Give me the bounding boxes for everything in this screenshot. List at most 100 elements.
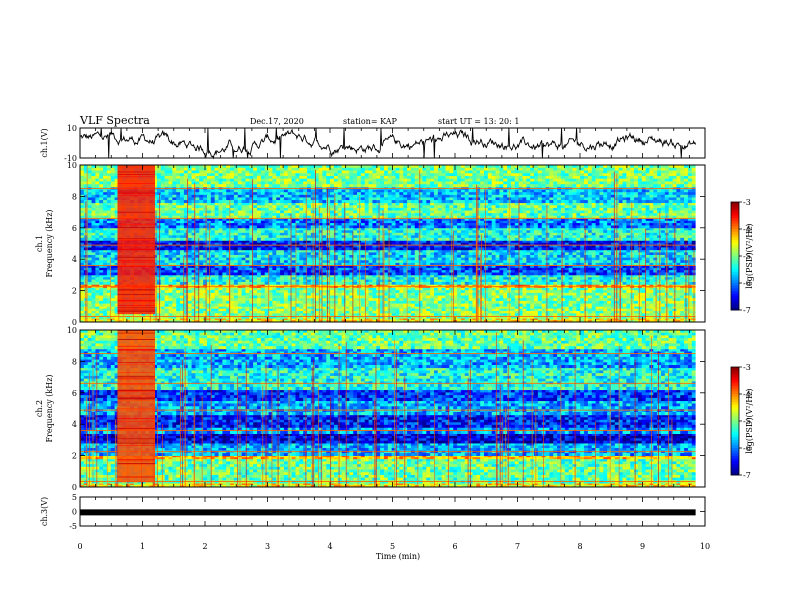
spectrogram-cell	[422, 249, 427, 253]
spectrogram-cell	[422, 313, 427, 317]
spectrogram-cell	[253, 255, 258, 259]
spectrogram-cell	[410, 315, 416, 319]
spectrogram-cell	[380, 303, 385, 307]
spectrogram-cell	[610, 315, 616, 319]
spectrogram-cell	[453, 290, 458, 294]
spectrogram-cell	[676, 290, 681, 294]
spectrogram-cell	[222, 255, 227, 259]
spectrogram-cell	[199, 255, 204, 259]
spectrogram-cell	[268, 313, 273, 317]
spectrogram-cell	[95, 290, 100, 294]
spectrogram-cell	[603, 279, 608, 283]
spectrogram-cell	[314, 303, 319, 307]
spectrogram-cell	[403, 308, 408, 312]
spectrogram-cell	[657, 298, 662, 302]
spectrogram-cell	[441, 287, 446, 291]
spectrogram-cell	[568, 287, 573, 291]
spectrogram-cell	[314, 290, 319, 294]
spectrogram-cell	[218, 315, 223, 319]
spectrogram-cell	[564, 308, 570, 312]
spectrogram-cell	[491, 292, 496, 296]
spectrogram-cell	[399, 315, 404, 319]
spectrogram-cell	[622, 257, 627, 261]
spectrogram-cell	[418, 274, 423, 278]
spectrogram-cell	[218, 298, 223, 302]
spectrogram-cell	[433, 320, 439, 323]
spectrogram-cell	[280, 240, 285, 244]
spectrogram-cell	[280, 249, 285, 253]
spectrogram-cell	[472, 295, 477, 299]
spectrogram-cell	[237, 311, 242, 314]
spectrogram-cell	[203, 281, 208, 285]
spectrogram-cell	[303, 300, 308, 305]
spectrogram-cell	[553, 295, 558, 299]
spectrogram-cell	[441, 292, 446, 296]
spectrogram-cell	[303, 277, 308, 281]
spectrogram-cell	[622, 300, 627, 305]
spectrogram-cell	[164, 315, 169, 319]
spectrogram-cell	[680, 298, 685, 302]
spectrogram-cell	[607, 311, 612, 314]
spectrogram-cell	[668, 295, 673, 299]
spectrogram-cell	[645, 306, 650, 310]
spectrogram-cell	[572, 290, 577, 294]
spectrogram-cell	[541, 315, 546, 319]
spectrogram-cell	[383, 287, 389, 291]
spectrogram-cell	[622, 295, 627, 299]
spectrogram-cell	[253, 249, 258, 253]
spectrogram-cell	[345, 290, 350, 294]
spectrogram-cell	[360, 274, 366, 278]
spectrogram-cell	[630, 249, 635, 253]
spectrogram-cell	[168, 279, 173, 283]
spectrogram-cell	[383, 255, 389, 259]
spectrogram-cell	[530, 281, 535, 285]
spectrogram-cell	[153, 318, 158, 321]
spectrogram-cell	[322, 320, 327, 323]
spectrogram-cell	[199, 313, 204, 317]
spectrogram-cell	[226, 311, 231, 314]
spectrogram-cell	[387, 313, 393, 317]
spectrogram-cell	[291, 318, 296, 321]
spectrogram-cell	[514, 306, 520, 310]
spectrogram-cell	[468, 277, 473, 281]
spectrogram-cell	[472, 313, 477, 317]
spectrogram-cell	[180, 240, 185, 244]
spectrogram-cell	[168, 318, 173, 321]
spectrogram-cell	[303, 287, 308, 291]
spectrogram-cell	[634, 318, 639, 321]
spectrogram-cell	[214, 279, 219, 283]
spectrogram-cell	[245, 318, 250, 321]
spectrogram-cell	[433, 249, 439, 253]
spectrogram-cell	[345, 267, 350, 271]
spectrogram-cell	[580, 249, 585, 253]
spectrogram-cell	[287, 318, 293, 321]
spectrogram-cell	[241, 284, 246, 287]
spectrogram-cell	[653, 287, 658, 291]
spectrogram-cell	[237, 281, 242, 285]
spectrogram-cell	[206, 315, 212, 319]
spectrogram-cell	[557, 287, 562, 291]
spectrogram-cell	[268, 303, 273, 307]
spectrogram-cell	[557, 320, 562, 323]
spectrogram-cell	[160, 255, 166, 259]
spectrogram-cell	[103, 249, 108, 253]
spectrogram-cell	[233, 274, 239, 278]
spectrogram-cell	[503, 260, 508, 264]
spectrogram-cell	[464, 249, 470, 253]
spectrogram-cell	[333, 311, 339, 314]
spectrogram-cell	[245, 300, 250, 305]
spectrogram-cell	[210, 313, 216, 317]
spectrogram-cell	[180, 311, 185, 314]
spectrogram-cell	[172, 287, 177, 291]
spectrogram-cell	[176, 252, 181, 256]
spectrogram-cell	[430, 270, 435, 273]
spectrogram-cell	[276, 277, 281, 281]
spectrogram-cell	[376, 249, 381, 253]
spectrogram-cell	[303, 272, 308, 276]
spectrogram-cell	[476, 290, 481, 294]
spectrogram-cell	[376, 315, 381, 319]
spectrogram-cell	[160, 308, 166, 312]
spectrogram-cell	[110, 287, 116, 291]
spectrogram-cell	[484, 313, 489, 317]
spectrogram-cell	[353, 252, 358, 256]
